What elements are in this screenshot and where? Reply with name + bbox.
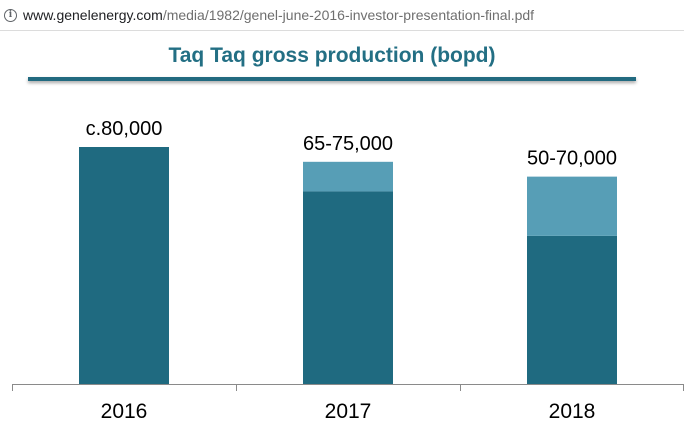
bar-2018-segment-1 [527, 235, 617, 384]
data-label-2018: 50-70,000 [527, 148, 617, 170]
x-tick-label-2016: 2016 [101, 400, 148, 423]
url-path: /media/1982/genel-june-2016-investor-pre… [162, 7, 535, 23]
bar-2018-segment-2 [527, 176, 617, 236]
data-label-2017: 65-75,000 [303, 133, 393, 155]
browser-address-bar[interactable]: i www.genelenergy.com/media/1982/genel-j… [0, 0, 684, 31]
chart-title: Taq Taq gross production (bopd) [168, 44, 496, 67]
url-text[interactable]: www.genelenergy.com/media/1982/genel-jun… [23, 7, 534, 23]
title-underline [28, 77, 636, 81]
bar-2016-segment-1 [79, 147, 169, 384]
data-label-2016: c.80,000 [86, 118, 163, 140]
bar-2017-segment-2 [303, 161, 393, 192]
x-tick-label-2018: 2018 [549, 400, 596, 423]
bar-2017-segment-1 [303, 191, 393, 384]
info-icon[interactable]: i [4, 8, 17, 22]
url-host: www.genelenergy.com [23, 7, 163, 23]
x-tick-label-2017: 2017 [325, 400, 372, 423]
